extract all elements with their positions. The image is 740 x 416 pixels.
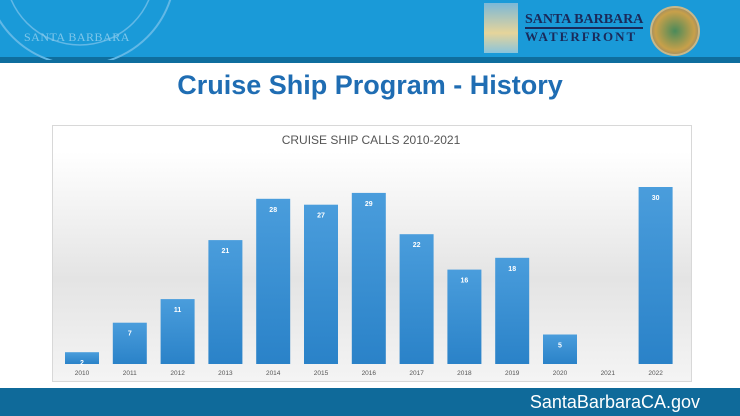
- x-tick-label: 2019: [505, 370, 520, 377]
- data-label-2013: 21: [222, 248, 230, 255]
- bar-2016: [351, 192, 386, 364]
- city-seal-logo: [650, 6, 700, 56]
- header-strip: [0, 57, 740, 63]
- data-label-2020: 5: [558, 343, 562, 350]
- bar-2017: [399, 234, 434, 364]
- bar-2014: [256, 198, 291, 364]
- bar-2011: [112, 322, 147, 364]
- waterfront-logo-text: SANTA BARBARA WATERFRONT: [525, 12, 644, 44]
- data-label-2016: 29: [365, 201, 373, 208]
- data-label-2015: 27: [317, 213, 325, 220]
- chart-title: CRUISE SHIP CALLS 2010-2021: [281, 133, 461, 147]
- x-tick-label: 2010: [75, 370, 90, 377]
- bar-2012: [160, 299, 195, 364]
- slide-title: Cruise Ship Program - History: [177, 70, 563, 100]
- x-tick-label: 2015: [314, 370, 329, 377]
- x-tick-label: 2018: [457, 370, 472, 377]
- bar-2022: [638, 187, 673, 364]
- bar-2020: [543, 334, 577, 364]
- footer-website: SantaBarbaraCA.gov: [529, 392, 700, 412]
- data-label-2017: 22: [413, 242, 421, 249]
- x-tick-label: 2022: [648, 370, 663, 377]
- data-label-2010: 2: [80, 360, 84, 367]
- data-label-2019: 18: [508, 266, 516, 273]
- x-tick-label: 2017: [409, 370, 424, 377]
- x-tick-label: 2011: [123, 370, 137, 377]
- data-label-2018: 16: [461, 278, 469, 285]
- bar-2013: [208, 240, 243, 364]
- x-tick-label: 2016: [362, 370, 377, 377]
- x-tick-label: 2013: [218, 370, 233, 377]
- bar-2019: [495, 257, 530, 364]
- waterfront-sail-logo: [484, 3, 518, 53]
- data-label-2014: 28: [269, 207, 277, 214]
- city-seal-watermark: SANTA BARBARA: [0, 0, 195, 60]
- x-tick-label: 2012: [170, 370, 185, 377]
- data-label-2022: 30: [652, 195, 660, 202]
- x-tick-label: 2020: [553, 370, 568, 377]
- bar-2015: [304, 204, 338, 364]
- data-label-2012: 11: [174, 307, 182, 314]
- bar-2018: [447, 269, 482, 364]
- footer-band: [0, 388, 740, 416]
- data-label-2011: 7: [128, 331, 132, 338]
- x-tick-label: 2021: [601, 370, 616, 377]
- bar-2010: [65, 352, 99, 364]
- x-tick-label: 2014: [266, 370, 281, 377]
